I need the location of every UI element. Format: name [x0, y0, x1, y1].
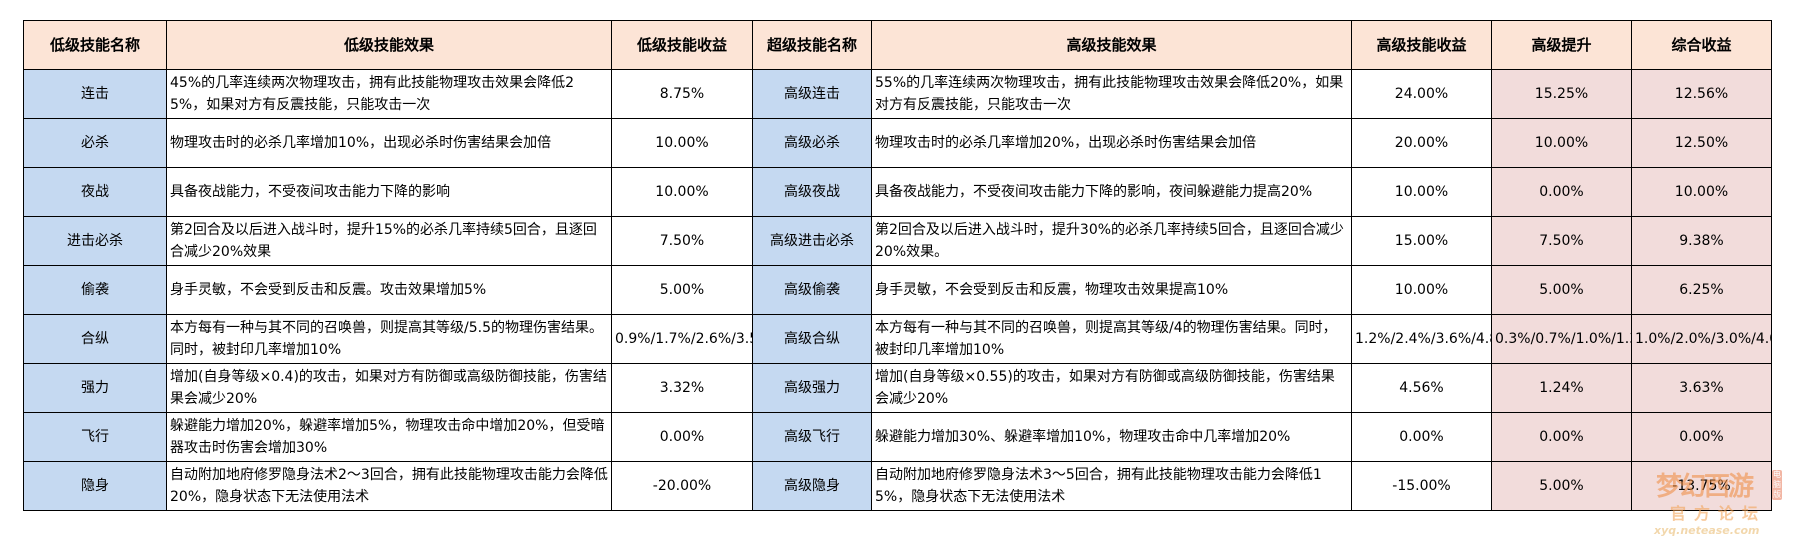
- high-skill-effect: 本方每有一种与其不同的召唤兽，则提高其等级/4的物理伤害结果。同时，被封印几率增…: [871, 314, 1352, 364]
- table-row: 连击 45%的几率连续两次物理攻击，拥有此技能物理攻击效果会降低25%，如果对方…: [23, 69, 1772, 119]
- total-gain: -13.75%: [1631, 461, 1772, 511]
- high-skill-gain: 24.00%: [1351, 69, 1492, 119]
- super-skill-name: 高级必杀: [752, 118, 872, 168]
- high-skill-effect: 物理攻击时的必杀几率增加20%，出现必杀时伤害结果会加倍: [871, 118, 1352, 168]
- header-low-skill-name: 低级技能名称: [23, 20, 167, 70]
- low-skill-effect: 身手灵敏，不会受到反击和反震。攻击效果增加5%: [166, 265, 612, 315]
- low-skill-effect: 躲避能力增加20%，躲避率增加5%，物理攻击命中增加20%，但受暗器攻击时伤害会…: [166, 412, 612, 462]
- super-skill-name: 高级合纵: [752, 314, 872, 364]
- high-skill-gain: -15.00%: [1351, 461, 1492, 511]
- header-super-skill-name: 超级技能名称: [752, 20, 872, 70]
- low-skill-effect: 第2回合及以后进入战斗时，提升15%的必杀几率持续5回合，且逐回合减少20%效果: [166, 216, 612, 266]
- table-row: 合纵 本方每有一种与其不同的召唤兽，则提高其等级/5.5的物理伤害结果。同时，被…: [23, 314, 1772, 364]
- watermark-url: xyq.netease.com: [1654, 524, 1760, 537]
- header-total-gain: 综合收益: [1631, 20, 1772, 70]
- low-skill-gain: 7.50%: [611, 216, 753, 266]
- super-skill-name: 高级进击必杀: [752, 216, 872, 266]
- upgrade-value: 10.00%: [1491, 118, 1632, 168]
- upgrade-value: 5.00%: [1491, 461, 1632, 511]
- high-skill-effect: 躲避能力增加30%、躲避率增加10%，物理攻击命中几率增加20%: [871, 412, 1352, 462]
- header-low-skill-gain: 低级技能收益: [611, 20, 753, 70]
- table-row: 进击必杀 第2回合及以后进入战斗时，提升15%的必杀几率持续5回合，且逐回合减少…: [23, 216, 1772, 266]
- table-row: 必杀 物理攻击时的必杀几率增加10%，出现必杀时伤害结果会加倍 10.00% 高…: [23, 118, 1772, 168]
- header-high-skill-effect: 高级技能效果: [871, 20, 1352, 70]
- high-skill-gain: 10.00%: [1351, 265, 1492, 315]
- high-skill-effect: 增加(自身等级×0.55)的攻击，如果对方有防御或高级防御技能，伤害结果会减少2…: [871, 363, 1352, 413]
- low-skill-name: 连击: [23, 69, 167, 119]
- low-skill-name: 隐身: [23, 461, 167, 511]
- header-upgrade: 高级提升: [1491, 20, 1632, 70]
- low-skill-effect: 物理攻击时的必杀几率增加10%，出现必杀时伤害结果会加倍: [166, 118, 612, 168]
- upgrade-value: 1.24%: [1491, 363, 1632, 413]
- total-gain: 1.0%/2.0%/3.0%/4.0%: [1631, 314, 1772, 364]
- total-gain: 9.38%: [1631, 216, 1772, 266]
- low-skill-name: 进击必杀: [23, 216, 167, 266]
- high-skill-gain: 4.56%: [1351, 363, 1492, 413]
- super-skill-name: 高级强力: [752, 363, 872, 413]
- low-skill-gain: 8.75%: [611, 69, 753, 119]
- header-row: 低级技能名称 低级技能效果 低级技能收益 超级技能名称 高级技能效果 高级技能收…: [23, 20, 1772, 70]
- table-row: 偷袭 身手灵敏，不会受到反击和反震。攻击效果增加5% 5.00% 高级偷袭 身手…: [23, 265, 1772, 315]
- super-skill-name: 高级隐身: [752, 461, 872, 511]
- low-skill-gain: -20.00%: [611, 461, 753, 511]
- high-skill-gain: 10.00%: [1351, 167, 1492, 217]
- high-skill-gain: 1.2%/2.4%/3.6%/4.8%: [1351, 314, 1492, 364]
- upgrade-value: 15.25%: [1491, 69, 1632, 119]
- high-skill-effect: 身手灵敏，不会受到反击和反震，物理攻击效果提高10%: [871, 265, 1352, 315]
- low-skill-effect: 具备夜战能力，不受夜间攻击能力下降的影响: [166, 167, 612, 217]
- super-skill-name: 高级夜战: [752, 167, 872, 217]
- table-row: 隐身 自动附加地府修罗隐身法术2～3回合，拥有此技能物理攻击能力会降低20%，隐…: [23, 461, 1772, 511]
- low-skill-name: 合纵: [23, 314, 167, 364]
- low-skill-name: 必杀: [23, 118, 167, 168]
- high-skill-effect: 第2回合及以后进入战斗时，提升30%的必杀几率持续5回合，且逐回合减少20%效果…: [871, 216, 1352, 266]
- table-row: 强力 增加(自身等级×0.4)的攻击，如果对方有防御或高级防御技能，伤害结果会减…: [23, 363, 1772, 413]
- low-skill-name: 飞行: [23, 412, 167, 462]
- upgrade-value: 5.00%: [1491, 265, 1632, 315]
- total-gain: 12.56%: [1631, 69, 1772, 119]
- header-high-skill-gain: 高级技能收益: [1351, 20, 1492, 70]
- upgrade-value: 7.50%: [1491, 216, 1632, 266]
- super-skill-name: 高级连击: [752, 69, 872, 119]
- low-skill-name: 强力: [23, 363, 167, 413]
- high-skill-effect: 55%的几率连续两次物理攻击，拥有此技能物理攻击效果会降低20%，如果对方有反震…: [871, 69, 1352, 119]
- total-gain: 6.25%: [1631, 265, 1772, 315]
- total-gain: 3.63%: [1631, 363, 1772, 413]
- upgrade-value: 0.3%/0.7%/1.0%/1.3%: [1491, 314, 1632, 364]
- table-row: 飞行 躲避能力增加20%，躲避率增加5%，物理攻击命中增加20%，但受暗器攻击时…: [23, 412, 1772, 462]
- high-skill-effect: 自动附加地府修罗隐身法术3～5回合，拥有此技能物理攻击能力会降低15%，隐身状态…: [871, 461, 1352, 511]
- low-skill-gain: 5.00%: [611, 265, 753, 315]
- high-skill-effect: 具备夜战能力，不受夜间攻击能力下降的影响，夜间躲避能力提高20%: [871, 167, 1352, 217]
- high-skill-gain: 0.00%: [1351, 412, 1492, 462]
- upgrade-value: 0.00%: [1491, 412, 1632, 462]
- low-skill-name: 夜战: [23, 167, 167, 217]
- high-skill-gain: 20.00%: [1351, 118, 1492, 168]
- low-skill-gain: 10.00%: [611, 167, 753, 217]
- low-skill-effect: 自动附加地府修罗隐身法术2～3回合，拥有此技能物理攻击能力会降低20%，隐身状态…: [166, 461, 612, 511]
- low-skill-gain: 10.00%: [611, 118, 753, 168]
- super-skill-name: 高级偷袭: [752, 265, 872, 315]
- low-skill-effect: 45%的几率连续两次物理攻击，拥有此技能物理攻击效果会降低25%，如果对方有反震…: [166, 69, 612, 119]
- total-gain: 12.50%: [1631, 118, 1772, 168]
- skill-comparison-table: 低级技能名称 低级技能效果 低级技能收益 超级技能名称 高级技能效果 高级技能收…: [23, 20, 1772, 511]
- table-row: 夜战 具备夜战能力，不受夜间攻击能力下降的影响 10.00% 高级夜战 具备夜战…: [23, 167, 1772, 217]
- low-skill-gain: 3.32%: [611, 363, 753, 413]
- low-skill-gain: 0.9%/1.7%/2.6%/3.5%: [611, 314, 753, 364]
- upgrade-value: 0.00%: [1491, 167, 1632, 217]
- high-skill-gain: 15.00%: [1351, 216, 1492, 266]
- watermark-tag: 电脑版: [1772, 470, 1782, 500]
- header-low-skill-effect: 低级技能效果: [166, 20, 612, 70]
- total-gain: 10.00%: [1631, 167, 1772, 217]
- low-skill-name: 偷袭: [23, 265, 167, 315]
- low-skill-effect: 增加(自身等级×0.4)的攻击，如果对方有防御或高级防御技能，伤害结果会减少20…: [166, 363, 612, 413]
- super-skill-name: 高级飞行: [752, 412, 872, 462]
- low-skill-gain: 0.00%: [611, 412, 753, 462]
- low-skill-effect: 本方每有一种与其不同的召唤兽，则提高其等级/5.5的物理伤害结果。同时，被封印几…: [166, 314, 612, 364]
- total-gain: 0.00%: [1631, 412, 1772, 462]
